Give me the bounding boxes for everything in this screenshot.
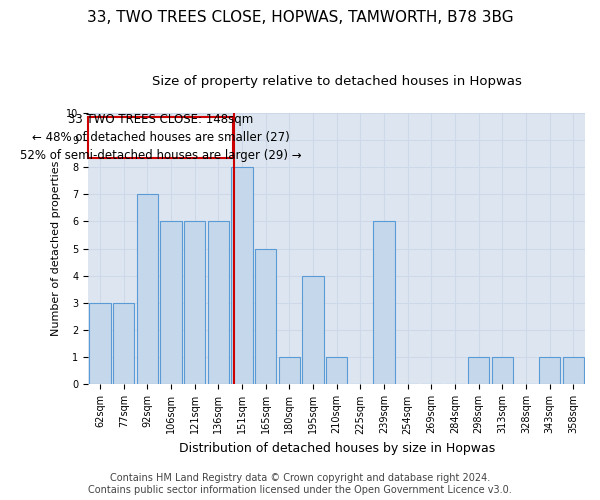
Text: 33, TWO TREES CLOSE, HOPWAS, TAMWORTH, B78 3BG: 33, TWO TREES CLOSE, HOPWAS, TAMWORTH, B…	[86, 10, 514, 25]
Bar	[89, 303, 111, 384]
Bar	[563, 358, 584, 384]
Bar	[373, 222, 395, 384]
Bar	[491, 358, 513, 384]
Bar	[184, 222, 205, 384]
Bar	[137, 194, 158, 384]
Bar	[468, 358, 489, 384]
Bar	[208, 222, 229, 384]
Bar	[255, 248, 277, 384]
X-axis label: Distribution of detached houses by size in Hopwas: Distribution of detached houses by size …	[179, 442, 495, 455]
Bar	[302, 276, 323, 384]
Title: Size of property relative to detached houses in Hopwas: Size of property relative to detached ho…	[152, 75, 521, 88]
Bar	[539, 358, 560, 384]
Bar	[113, 303, 134, 384]
Text: Contains HM Land Registry data © Crown copyright and database right 2024.
Contai: Contains HM Land Registry data © Crown c…	[88, 474, 512, 495]
Y-axis label: Number of detached properties: Number of detached properties	[51, 161, 61, 336]
Bar	[326, 358, 347, 384]
Bar	[278, 358, 300, 384]
Bar	[160, 222, 182, 384]
Text: 33 TWO TREES CLOSE: 148sqm
← 48% of detached houses are smaller (27)
52% of semi: 33 TWO TREES CLOSE: 148sqm ← 48% of deta…	[20, 112, 301, 162]
Bar	[232, 167, 253, 384]
FancyBboxPatch shape	[88, 117, 233, 158]
